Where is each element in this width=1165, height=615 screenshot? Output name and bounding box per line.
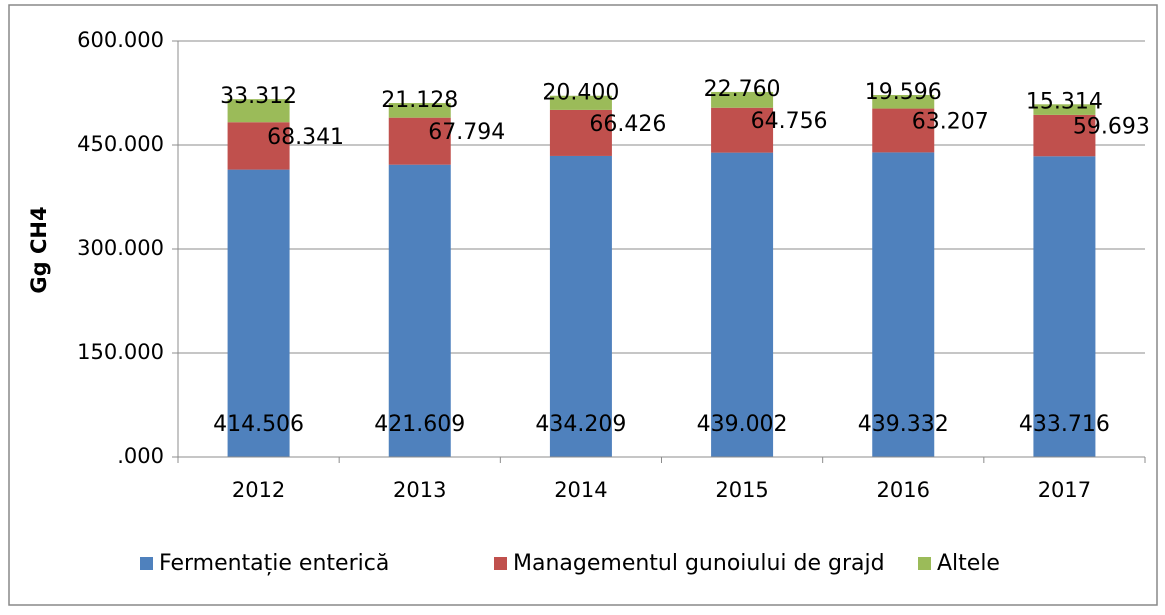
data-label: 439.332 — [858, 412, 949, 437]
x-tick-label: 2012 — [232, 478, 285, 502]
bar-segment — [711, 152, 774, 457]
bar-segment — [388, 103, 451, 118]
x-tick-label: 2014 — [554, 478, 607, 502]
data-label: 64.756 — [751, 109, 828, 134]
legend-label: Altele — [937, 551, 1000, 576]
legend-swatch — [918, 557, 931, 570]
bar-segment — [872, 108, 935, 153]
data-label: 22.760 — [704, 77, 781, 102]
y-tick-label: 450.000 — [77, 132, 164, 156]
data-label: 63.207 — [912, 109, 989, 134]
bar-segment — [227, 99, 290, 123]
bar-segment — [1033, 156, 1096, 458]
data-label: 20.400 — [542, 81, 619, 106]
bar-segment — [227, 122, 290, 170]
x-tick-label: 2015 — [715, 478, 768, 502]
bar-segment — [227, 169, 290, 457]
bar-segment — [711, 91, 774, 108]
bar-segment — [1033, 114, 1096, 157]
data-label: 439.002 — [697, 412, 788, 437]
data-label: 19.596 — [865, 80, 942, 105]
data-label: 414.506 — [213, 412, 304, 437]
y-tick-label: 150.000 — [77, 340, 164, 364]
data-label: 67.794 — [428, 120, 505, 145]
bar-segment — [388, 117, 451, 165]
bar-segment — [549, 95, 612, 110]
bar-segment — [549, 109, 612, 156]
data-label: 434.209 — [535, 412, 626, 437]
x-tick-label: 2017 — [1038, 478, 1091, 502]
y-axis-title: Gg CH4 — [27, 206, 51, 293]
bar-segment — [872, 94, 935, 109]
legend-swatch — [140, 557, 153, 570]
bar-segment — [872, 152, 935, 457]
y-tick-label: .000 — [117, 444, 164, 468]
data-label: 33.312 — [220, 84, 297, 109]
legend-label: Managementul gunoiului de grajd — [513, 551, 885, 576]
data-label: 421.609 — [374, 412, 465, 437]
bar-segment — [388, 164, 451, 457]
x-tick-label: 2013 — [393, 478, 446, 502]
legend-label: Fermentație enterică — [159, 551, 389, 576]
data-label: 15.314 — [1026, 89, 1103, 114]
y-tick-label: 600.000 — [77, 28, 164, 52]
bar-segment — [549, 155, 612, 457]
bar-segment — [1033, 104, 1096, 115]
y-tick-label: 300.000 — [77, 236, 164, 260]
data-label: 59.693 — [1073, 115, 1150, 140]
data-label: 433.716 — [1019, 412, 1110, 437]
data-label: 21.128 — [381, 88, 458, 113]
data-label: 68.341 — [267, 125, 344, 150]
data-label: 66.426 — [589, 112, 666, 137]
legend-swatch — [494, 557, 507, 570]
x-tick-label: 2016 — [877, 478, 930, 502]
bar-segment — [711, 107, 774, 153]
